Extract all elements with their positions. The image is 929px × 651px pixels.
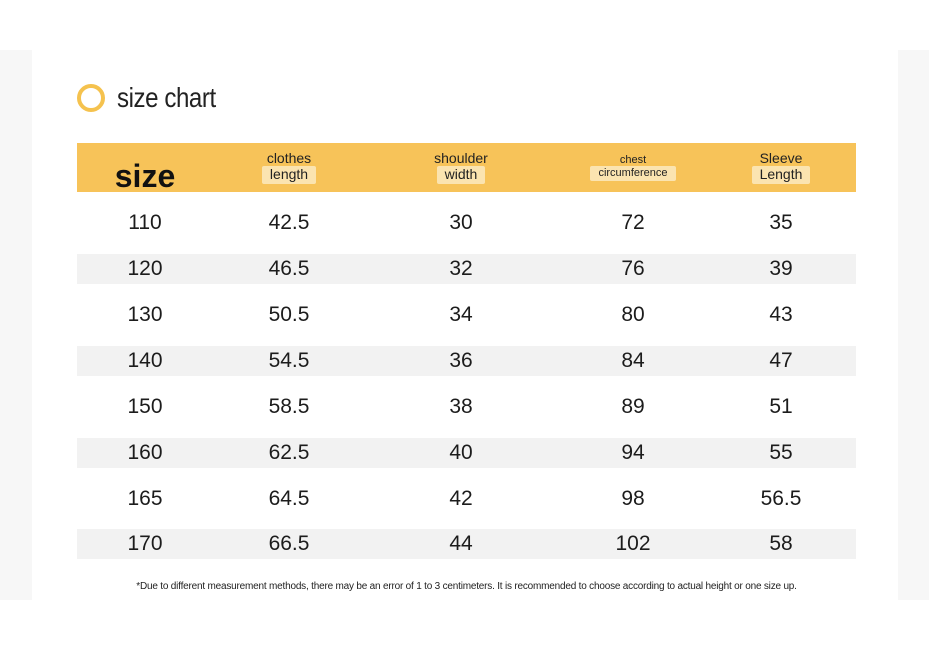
table-row: 150 58.5 38 89 51 (77, 392, 856, 422)
cell-clothes-length: 42.5 (268, 211, 310, 234)
cell-chest-circumference: 102 (615, 532, 651, 555)
cell-sleeve-length: 51 (769, 395, 793, 418)
cell-size: 140 (127, 349, 163, 372)
cell-size: 170 (127, 532, 163, 555)
cell-clothes-length: 46.5 (268, 257, 310, 280)
header-clothes-length: clothes length (239, 143, 339, 192)
cell-chest-circumference: 72 (621, 211, 645, 234)
cell-clothes-length: 62.5 (268, 441, 310, 464)
cell-clothes-length: 54.5 (268, 349, 310, 372)
table-row: 120 46.5 32 76 39 (77, 254, 856, 284)
table-header: size clothes length shoulder width chest… (77, 143, 856, 194)
header-sleeve-length: Sleeve Length (731, 143, 831, 192)
cell-chest-circumference: 84 (621, 349, 645, 372)
cell-sleeve-length: 58 (769, 532, 793, 555)
cell-shoulder-width: 32 (449, 257, 473, 280)
cell-size: 110 (128, 211, 162, 234)
measurement-note: *Due to different measurement methods, t… (136, 581, 797, 592)
header-shoulder-width: shoulder width (411, 143, 511, 192)
page-title: size chart (117, 82, 216, 113)
cell-clothes-length: 64.5 (268, 487, 310, 510)
cell-clothes-length: 66.5 (268, 532, 310, 555)
cell-shoulder-width: 40 (449, 441, 473, 464)
cell-chest-circumference: 98 (621, 487, 645, 510)
cell-shoulder-width: 34 (449, 303, 473, 326)
cell-sleeve-length: 39 (769, 257, 793, 280)
title-bar: size chart (77, 80, 232, 116)
cell-sleeve-length: 55 (769, 441, 793, 464)
header-chest-circumference: chest circumference (583, 143, 683, 192)
header-size: size (114, 157, 176, 194)
size-chart-card (32, 50, 898, 600)
table-row: 160 62.5 40 94 55 (77, 438, 856, 468)
circle-ring-icon (77, 84, 105, 112)
cell-size: 130 (127, 303, 163, 326)
cell-size: 150 (127, 395, 163, 418)
cell-sleeve-length: 35 (769, 211, 793, 234)
cell-clothes-length: 58.5 (268, 395, 310, 418)
cell-shoulder-width: 42 (449, 487, 473, 510)
cell-size: 160 (127, 441, 163, 464)
cell-chest-circumference: 89 (621, 395, 645, 418)
table-row: 110 42.5 30 72 35 (77, 208, 856, 238)
table-row: 165 64.5 42 98 56.5 (77, 484, 856, 514)
table-row: 140 54.5 36 84 47 (77, 346, 856, 376)
cell-sleeve-length: 47 (769, 349, 793, 372)
table-row: 130 50.5 34 80 43 (77, 300, 856, 330)
cell-chest-circumference: 76 (621, 257, 645, 280)
cell-shoulder-width: 36 (449, 349, 473, 372)
cell-chest-circumference: 94 (621, 441, 645, 464)
cell-sleeve-length: 43 (769, 303, 793, 326)
cell-chest-circumference: 80 (621, 303, 645, 326)
cell-shoulder-width: 38 (449, 395, 473, 418)
cell-shoulder-width: 30 (449, 211, 473, 234)
cell-shoulder-width: 44 (449, 532, 473, 555)
cell-size: 165 (127, 487, 163, 510)
cell-sleeve-length: 56.5 (760, 487, 802, 510)
cell-size: 120 (127, 257, 163, 280)
table-row: 170 66.5 44 102 58 (77, 529, 856, 559)
cell-clothes-length: 50.5 (268, 303, 310, 326)
